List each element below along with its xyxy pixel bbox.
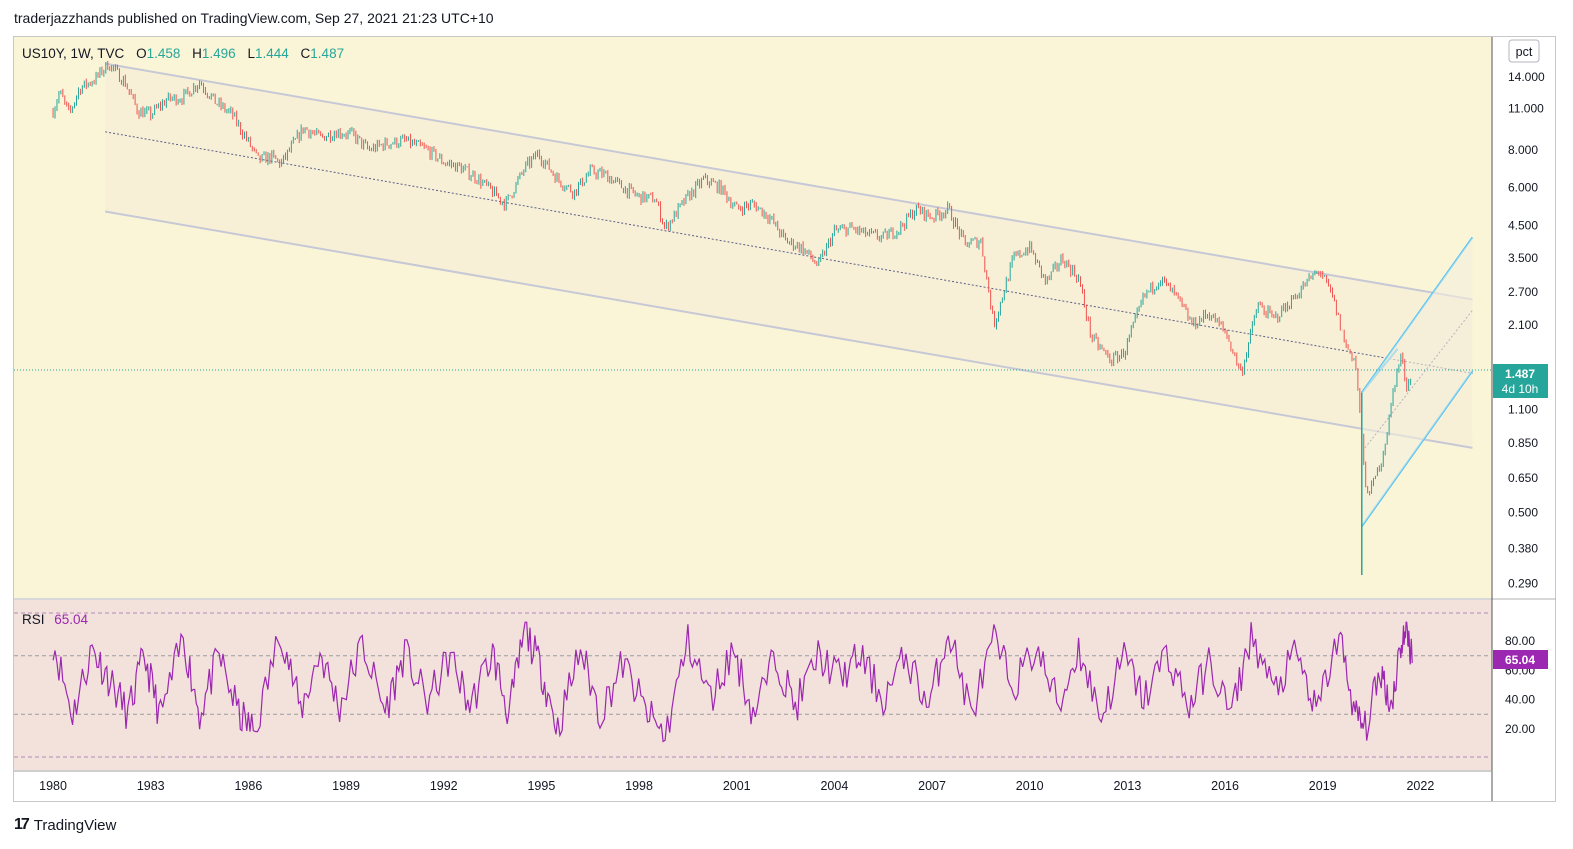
price-tick-label: 3.500	[1508, 251, 1538, 265]
footer-brand-name: TradingView	[33, 816, 117, 834]
time-tick-label: 1995	[527, 779, 555, 793]
price-tick-label: 0.850	[1508, 436, 1538, 450]
rsi-legend[interactable]: RSI 65.04	[22, 612, 89, 627]
price-tick-label: 0.380	[1508, 541, 1538, 555]
time-tick-label: 2016	[1211, 779, 1239, 793]
time-tick-label: 1983	[137, 779, 165, 793]
time-tick-label: 1989	[332, 779, 360, 793]
price-axis[interactable]: 14.000 11.000 8.000 6.000 4.500 3.500 2.700 2.1…	[1508, 70, 1545, 591]
price-tick-label: 6.000	[1508, 181, 1538, 195]
open-value: 1.458	[147, 46, 181, 61]
close-value: 1.487	[310, 46, 344, 61]
price-tick-label: 8.000	[1508, 143, 1538, 157]
last-price-value: 1.487	[1505, 367, 1535, 381]
channel-median-line	[105, 131, 1473, 374]
chart-frame[interactable]	[13, 36, 1556, 802]
drawings-layer	[14, 62, 1492, 527]
time-axis[interactable]: 1980 1983 1986 1989 1992 1995 1998 2001 2004 2007…	[39, 779, 1434, 793]
time-tick-label: 2022	[1406, 779, 1434, 793]
time-tick-label: 2004	[820, 779, 848, 793]
time-tick-label: 2010	[1016, 779, 1044, 793]
time-tick-label: 2007	[918, 779, 946, 793]
rsi-tick-label: 80.00	[1505, 634, 1535, 648]
price-tick-label: 0.650	[1508, 471, 1538, 485]
symbol-legend[interactable]: US10Y, 1W, TVC O1.458 H1.496 L1.444 C1.4…	[22, 46, 344, 61]
rsi-label: RSI	[22, 612, 45, 627]
footer-brand[interactable]: 17 TradingView	[14, 816, 116, 834]
price-tick-label: 0.290	[1508, 577, 1538, 591]
price-tick-label: 2.700	[1508, 285, 1538, 299]
time-tick-label: 1980	[39, 779, 67, 793]
high-value: 1.496	[202, 46, 236, 61]
rsi-pane-background	[14, 600, 1492, 770]
time-tick-label: 2013	[1113, 779, 1141, 793]
rsi-value: 65.04	[54, 612, 88, 627]
low-label: L	[247, 46, 255, 61]
rsi-layer	[14, 612, 1492, 758]
symbol-label: US10Y, 1W, TVC	[22, 46, 125, 61]
rsi-tick-label: 40.00	[1505, 693, 1535, 707]
price-tick-label: 2.100	[1508, 318, 1538, 332]
open-label: O	[136, 46, 147, 61]
price-tick-label: 14.000	[1508, 70, 1545, 84]
price-tick-label: 1.100	[1508, 402, 1538, 416]
time-tick-label: 1986	[234, 779, 262, 793]
price-tick-label: 11.000	[1508, 101, 1544, 115]
unit-button[interactable]: pct	[1508, 39, 1540, 63]
channel-lower-line	[104, 210, 1473, 449]
bar-countdown: 4d 10h	[1502, 382, 1539, 396]
time-tick-label: 2019	[1309, 779, 1337, 793]
tradingview-logo-icon: 17	[14, 816, 30, 833]
channel-fill	[105, 63, 1473, 448]
price-tick-label: 4.500	[1508, 218, 1538, 232]
rsi-badge-value: 65.04	[1505, 653, 1535, 667]
pitchfork-fill	[1361, 237, 1473, 527]
rsi-line	[52, 621, 1413, 743]
rsi-tick-label: 20.00	[1505, 722, 1535, 736]
time-tick-label: 2001	[723, 779, 751, 793]
unit-button-label: pct	[1516, 45, 1533, 59]
low-value: 1.444	[255, 46, 289, 61]
publisher-line: traderjazzhands published on TradingView…	[14, 10, 494, 26]
channel-upper-line	[104, 62, 1473, 301]
price-tick-label: 0.500	[1508, 506, 1538, 520]
close-label: C	[301, 46, 311, 61]
candles-layer	[52, 60, 1412, 576]
high-label: H	[192, 46, 202, 61]
rsi-value-badge: 65.04	[1493, 650, 1548, 669]
time-tick-label: 1998	[625, 779, 653, 793]
last-price-badge: 1.487 4d 10h	[1493, 364, 1548, 398]
time-tick-label: 1992	[430, 779, 458, 793]
